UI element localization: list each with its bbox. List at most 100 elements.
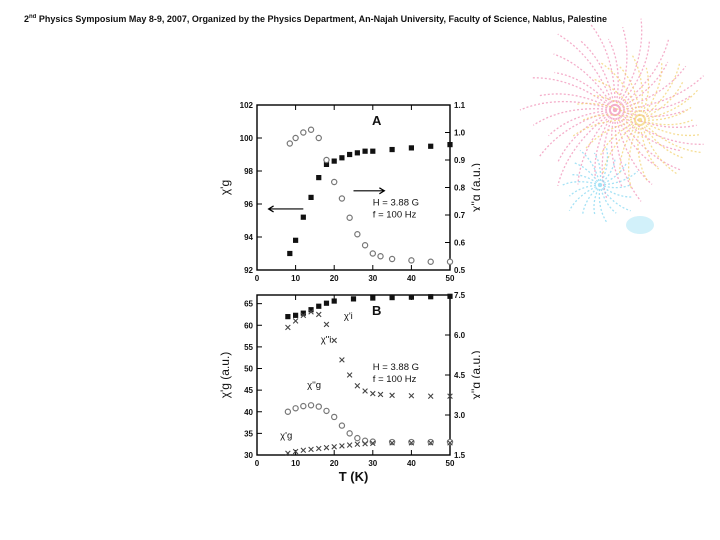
data-point [389, 392, 395, 399]
data-point [408, 257, 415, 264]
data-point [323, 407, 330, 415]
data-point [389, 294, 395, 301]
series [285, 440, 453, 457]
data-point [446, 438, 454, 446]
annotation-text: H = 3.88 G [373, 198, 419, 209]
firework-ray [599, 184, 617, 214]
data-point [300, 129, 307, 136]
firework-ray [614, 18, 643, 111]
firework-ray [599, 158, 616, 186]
firework-ray [619, 119, 641, 174]
series [286, 126, 454, 265]
firework-ray [532, 108, 616, 126]
firework-ray [571, 174, 601, 186]
data-point [316, 175, 322, 181]
data-point [300, 312, 307, 319]
data-point [286, 140, 294, 147]
data-point [346, 442, 353, 448]
data-point [292, 318, 299, 324]
data-point [377, 391, 384, 398]
data-point [347, 151, 353, 158]
firework-ray [614, 109, 653, 185]
firework-ray [614, 109, 642, 202]
y-axis-label-left: χ'g [218, 180, 232, 195]
data-point [285, 314, 291, 320]
x-tick-label: 20 [330, 459, 339, 468]
series-label: χ'i [344, 311, 353, 322]
firework-ray [637, 119, 648, 182]
figure: 0 10 20 30 40 50929496981001020.50.60.70.80.9… [218, 101, 480, 484]
firework-ray [590, 23, 616, 111]
y-tick-label-left: 30 [244, 451, 253, 460]
firework-ray [602, 119, 641, 175]
x-tick-label: 0 [255, 459, 260, 468]
firework-ray [610, 109, 623, 188]
data-point [388, 438, 396, 446]
y-axis-label-right: χ''g (a.u.) [469, 163, 480, 212]
data-point [427, 438, 434, 446]
panel-b: 0 10 20 30 40 50 30 35 40 45 50 55 60 65 1.5 3.0 4.5 6.0 7… [218, 291, 480, 484]
data-point [307, 402, 315, 409]
data-point [323, 321, 330, 328]
firework-ray [639, 119, 693, 126]
x-tick-label: 30 [368, 274, 377, 283]
data-point [308, 307, 314, 313]
data-point [315, 134, 322, 142]
data-point [331, 443, 337, 450]
data-point [447, 393, 453, 399]
y-tick-label-right: 0.7 [454, 211, 466, 220]
firework-ray [614, 27, 628, 111]
data-point [389, 146, 395, 153]
firework-ray [639, 67, 650, 121]
y-tick-label-right: 0.9 [454, 156, 466, 165]
firework-ray [581, 184, 601, 216]
y-tick-label-left: 102 [240, 101, 254, 110]
firework-ray [582, 114, 641, 121]
y-tick-label-left: 98 [244, 167, 253, 176]
data-point [354, 441, 361, 447]
data-point [330, 413, 338, 421]
data-point [427, 440, 434, 446]
data-point [408, 294, 414, 300]
firework-ray [593, 78, 641, 121]
data-point [346, 430, 353, 437]
data-point [346, 214, 353, 221]
y-tick-label-right: 1.1 [454, 101, 466, 110]
series [285, 293, 453, 320]
y-tick-label-right: 0.6 [454, 239, 466, 248]
annotation-text: H = 3.88 G [373, 362, 419, 373]
y-axis-label-right: χ''g (a.u.) [469, 351, 480, 400]
y-tick-label-left: 94 [244, 233, 253, 242]
arrow-left-axis [267, 205, 304, 213]
firework-ray [599, 184, 633, 198]
data-point [308, 309, 314, 315]
arrow-right-axis [353, 187, 386, 195]
firework-ray [557, 109, 616, 186]
firework-ray [599, 184, 631, 189]
firework-ray [639, 89, 699, 121]
panel-a-frame [256, 104, 451, 271]
y-tick-label-left: 40 [244, 408, 253, 417]
y-tick-label-right: 0.8 [454, 184, 466, 193]
data-point [287, 250, 293, 257]
series [284, 402, 454, 446]
data-point [408, 438, 415, 446]
series [287, 142, 453, 257]
firework-ray [639, 62, 663, 121]
firework-ray [580, 40, 616, 111]
data-point [308, 446, 314, 453]
data-point [339, 155, 345, 161]
firework-ray [557, 109, 616, 163]
firework-ray [639, 119, 683, 159]
data-point [408, 145, 414, 151]
firework-ray [599, 61, 641, 121]
firework-ray [572, 161, 601, 186]
data-point [300, 447, 307, 454]
data-point [323, 300, 330, 306]
data-point [323, 161, 330, 167]
firework-ray [639, 62, 681, 121]
x-tick-label: 30 [368, 459, 377, 468]
firework-ray [538, 93, 616, 111]
panel-label: B [372, 303, 381, 318]
y-tick-label-left: 92 [244, 266, 253, 275]
